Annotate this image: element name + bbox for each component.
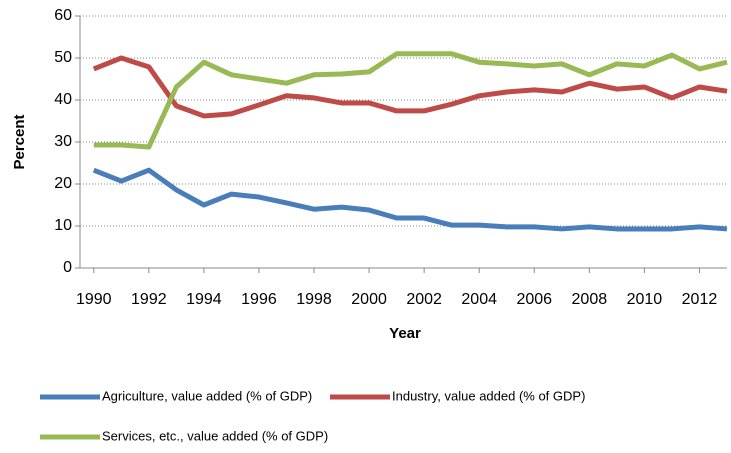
x-tick-label: 1998: [296, 291, 332, 308]
y-tick-label: 30: [54, 133, 72, 150]
y-tick-label: 40: [54, 91, 72, 108]
x-tick-label: 1992: [131, 291, 167, 308]
y-tick-label: 20: [54, 175, 72, 192]
legend-label: Agriculture, value added (% of GDP): [102, 388, 312, 403]
y-tick-label: 0: [63, 259, 72, 276]
x-tick-label: 1994: [186, 291, 222, 308]
legend-label: Services, etc., value added (% of GDP): [102, 428, 328, 443]
x-tick-label: 2010: [627, 291, 663, 308]
x-tick-label: 1996: [241, 291, 277, 308]
y-tick-label: 10: [54, 217, 72, 234]
y-tick-label: 50: [54, 49, 72, 66]
x-axis-label: Year: [389, 325, 421, 342]
y-tick-label: 60: [54, 7, 72, 24]
data-line: [92, 55, 728, 119]
legend-label: Industry, value added (% of GDP): [392, 388, 585, 403]
x-tick-label: 2012: [682, 291, 718, 308]
x-tick-label: 1990: [76, 291, 112, 308]
x-tick-label: 2004: [461, 291, 497, 308]
x-tick-label: 2000: [351, 291, 387, 308]
x-tick-label: 2002: [406, 291, 442, 308]
data-line: [93, 51, 728, 150]
x-tick-label: 2008: [572, 291, 608, 308]
y-axis-label: Percent: [11, 114, 28, 169]
x-tick-label: 2006: [516, 291, 552, 308]
data-line: [92, 167, 728, 232]
